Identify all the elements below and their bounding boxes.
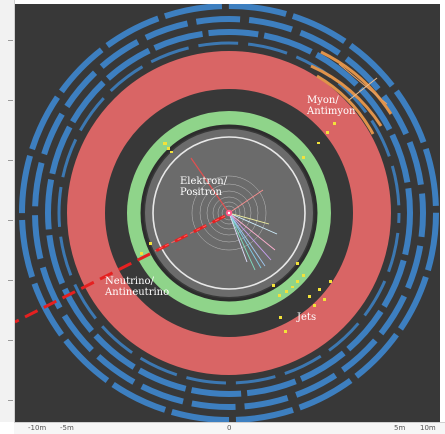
electromagnetic-calorimeter <box>127 111 331 315</box>
label-neutrino-line1: Neutrino/ <box>105 276 154 287</box>
muon-track <box>310 50 393 135</box>
axis-label-pos10: 10m <box>420 424 436 432</box>
tracker-layers <box>191 175 267 251</box>
label-electron-line1: Elektron/ <box>180 176 228 187</box>
energy-deposits <box>140 122 336 333</box>
axis-label-neg5: -5m <box>60 424 74 432</box>
detector-svg <box>15 4 439 422</box>
label-muon-line1: Myon/ <box>307 95 339 106</box>
label-neutrino-line2: Antineutrino <box>105 287 170 298</box>
solenoid <box>152 136 306 290</box>
detector-cross-section: Myon/ Antimyon Elektron/ Positron Neutri… <box>15 4 440 422</box>
label-electron-line2: Positron <box>180 187 222 198</box>
hadronic-calorimeter <box>67 51 391 375</box>
axis-label-zero: 0 <box>227 424 232 432</box>
vertical-ruler <box>0 0 15 422</box>
axis-label-neg10: -10m <box>28 424 47 432</box>
label-jets: Jets <box>297 312 317 323</box>
label-muon-line2: Antimyon <box>307 106 356 117</box>
horizontal-ruler: -10m -5m 0 5m 10m <box>14 422 445 434</box>
particle-tracks <box>190 157 278 271</box>
label-electron: Elektron/ Positron <box>180 176 227 198</box>
label-neutrino: Neutrino/ Antineutrino <box>105 276 169 298</box>
neutrino-missing-energy <box>15 214 226 324</box>
muon-chambers <box>19 4 439 422</box>
axis-label-pos5: 5m <box>394 424 406 432</box>
label-muon: Myon/ Antimyon <box>307 95 355 117</box>
